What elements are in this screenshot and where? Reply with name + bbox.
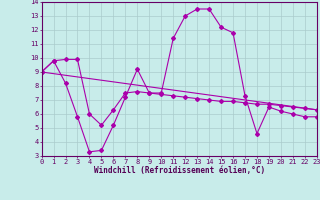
X-axis label: Windchill (Refroidissement éolien,°C): Windchill (Refroidissement éolien,°C) bbox=[94, 166, 265, 175]
